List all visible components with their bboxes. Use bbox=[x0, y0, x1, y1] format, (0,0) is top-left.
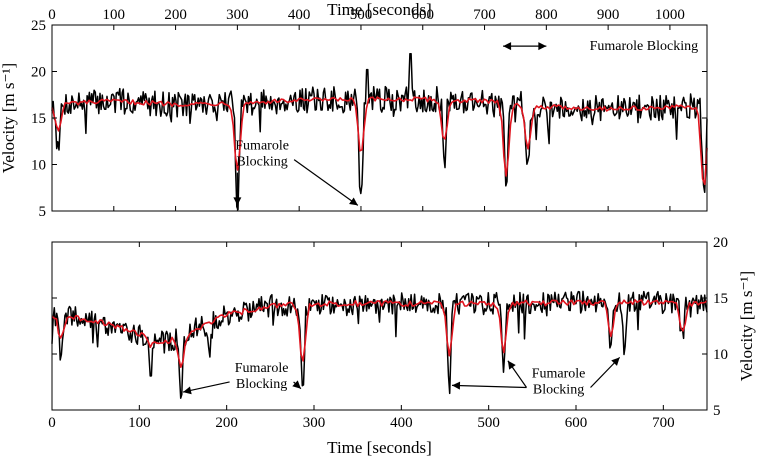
top-x-tick-label: 400 bbox=[288, 7, 311, 23]
bottom-x-tick-label: 0 bbox=[48, 415, 56, 431]
bottom-y-tick-label: 20 bbox=[713, 235, 728, 251]
bottom-x-tick-label: 500 bbox=[477, 415, 500, 431]
top-x-axis-title: Time [seconds] bbox=[327, 0, 432, 19]
top-x-tick-label: 600 bbox=[412, 7, 435, 23]
bottom-annotation-text: Fumarole bbox=[235, 361, 289, 376]
bottom-panel: 0 100 200 300 400 500 600 700 5 10 15 20 Time [seco… bbox=[48, 235, 756, 457]
arrow-head bbox=[611, 357, 620, 366]
top-x-tick-label: 700 bbox=[473, 7, 496, 23]
annotation-arrow-line bbox=[451, 384, 527, 389]
arrow-head bbox=[233, 197, 242, 206]
top-x-tick-label: 0 bbox=[48, 7, 56, 23]
bottom-x-tick-label: 600 bbox=[565, 415, 588, 431]
bottom-series-group bbox=[51, 290, 708, 399]
top-ticks: 0 100 200 300 400 500 600 700 800 900 1000 5 10 15 20 2… bbox=[31, 7, 707, 220]
top-y-tick-label: 20 bbox=[31, 65, 46, 81]
arrow-head bbox=[451, 381, 461, 390]
bottom-x-tick-label: 200 bbox=[215, 415, 238, 431]
bottom-ticks: 0 100 200 300 400 500 600 700 5 10 15 20 bbox=[48, 235, 728, 431]
top-y-axis-title: Velocity [m s⁻¹] bbox=[0, 63, 18, 173]
top-x-tick-label: 1000 bbox=[655, 7, 685, 23]
bottom-y-tick-label: 15 bbox=[713, 291, 728, 307]
bottom-x-tick-label: 700 bbox=[652, 415, 675, 431]
top-x-tick-label: 900 bbox=[597, 7, 620, 23]
arrow-head bbox=[507, 360, 516, 370]
bottom-annotation-text: Fumarole bbox=[532, 367, 586, 382]
bottom-y-tick-label: 5 bbox=[713, 403, 721, 419]
top-y-tick-label: 5 bbox=[39, 204, 47, 220]
arrow-head bbox=[503, 42, 512, 51]
top-annotation-1: Fumarole Blocking bbox=[503, 39, 698, 54]
top-panel: 0 100 200 300 400 500 600 700 800 900 1000 5 10 15 20 2… bbox=[0, 0, 708, 220]
top-y-tick-label: 10 bbox=[31, 158, 46, 174]
top-x-tick-label: 100 bbox=[103, 7, 126, 23]
bottom-smoothed-velocity-line bbox=[51, 299, 708, 369]
arrow-head bbox=[349, 197, 358, 206]
bottom-plot-frame bbox=[51, 241, 708, 411]
bottom-x-axis-title: Time [seconds] bbox=[327, 438, 432, 457]
bottom-y-axis-title: Velocity [m s⁻¹] bbox=[737, 271, 756, 381]
arrow-head bbox=[292, 380, 301, 389]
bottom-raw-velocity-line bbox=[51, 290, 708, 399]
top-series-group bbox=[51, 53, 708, 211]
top-x-tick-label: 800 bbox=[535, 7, 558, 23]
bottom-x-tick-label: 400 bbox=[390, 415, 413, 431]
top-x-tick-label: 500 bbox=[350, 7, 373, 23]
top-y-tick-label: 15 bbox=[31, 111, 46, 127]
bottom-annotation-text: Blocking bbox=[533, 383, 584, 398]
arrow-head bbox=[538, 42, 547, 51]
top-raw-velocity-line bbox=[51, 53, 708, 211]
annotation-arrow-line bbox=[293, 159, 359, 206]
top-x-tick-label: 200 bbox=[164, 7, 187, 23]
top-x-tick-label: 300 bbox=[226, 7, 249, 23]
bottom-annotation-text: Blocking bbox=[236, 377, 287, 392]
bottom-x-tick-label: 300 bbox=[303, 415, 326, 431]
arrow-head bbox=[183, 386, 192, 395]
top-annotation-text: Fumarole Blocking bbox=[590, 39, 699, 54]
bottom-y-tick-label: 10 bbox=[713, 347, 728, 363]
top-smoothed-velocity-line bbox=[51, 96, 708, 186]
top-annotation-text: Fumarole bbox=[235, 139, 289, 154]
top-annotation-text: Blocking bbox=[236, 155, 287, 170]
top-y-tick-label: 25 bbox=[31, 18, 46, 34]
bottom-x-tick-label: 100 bbox=[128, 415, 151, 431]
